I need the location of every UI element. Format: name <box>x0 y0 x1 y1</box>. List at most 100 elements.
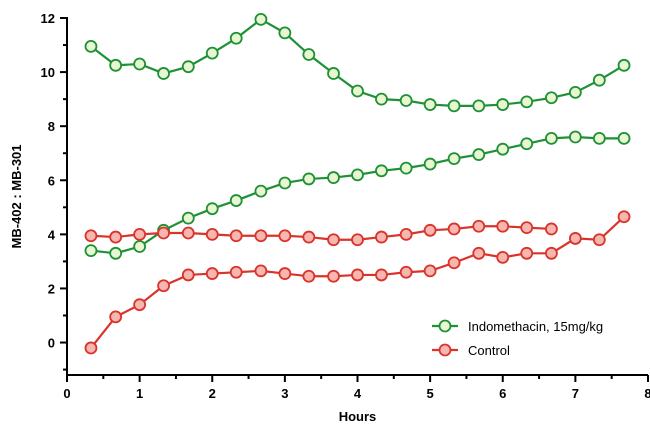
x-tick-label: 2 <box>209 386 216 401</box>
legend-marker <box>438 343 452 357</box>
data-point <box>520 246 534 260</box>
y-tick-label: 2 <box>48 281 55 296</box>
data-point <box>472 148 486 161</box>
data-point <box>302 269 316 283</box>
data-point <box>205 227 219 241</box>
data-point <box>278 176 292 190</box>
data-point <box>205 267 219 280</box>
data-point <box>181 211 195 225</box>
data-point <box>617 58 631 72</box>
data-point <box>229 265 243 279</box>
x-tick-label: 0 <box>63 386 70 401</box>
data-point <box>399 161 413 175</box>
data-point <box>351 168 364 182</box>
data-point <box>254 12 268 26</box>
data-point <box>592 233 606 247</box>
y-axis-title: MB-402 : MB-301 <box>9 144 24 248</box>
series-3 <box>84 210 631 355</box>
data-point <box>545 222 558 236</box>
series-layer <box>84 12 631 355</box>
data-point <box>520 95 534 109</box>
data-point <box>157 279 170 293</box>
data-point <box>472 246 486 260</box>
y-tick-label: 10 <box>41 65 55 80</box>
data-point <box>302 48 316 61</box>
data-point <box>229 229 243 243</box>
data-point <box>327 171 340 184</box>
data-point <box>496 98 510 111</box>
data-point <box>181 268 195 282</box>
data-point <box>278 229 292 243</box>
x-tick-label: 7 <box>572 386 579 401</box>
data-point <box>133 227 147 241</box>
legend: Indomethacin, 15mg/kg Control <box>432 319 603 358</box>
data-point <box>254 264 268 278</box>
data-point <box>229 194 243 207</box>
data-point <box>496 142 510 156</box>
data-point <box>84 341 98 355</box>
data-point <box>327 67 340 80</box>
data-point <box>109 246 123 260</box>
data-point <box>351 268 364 282</box>
x-tick-label: 1 <box>136 386 143 401</box>
data-point <box>568 130 582 144</box>
data-point <box>617 131 631 145</box>
data-point <box>302 230 316 244</box>
data-point <box>545 246 558 260</box>
data-point <box>351 84 364 98</box>
data-point <box>545 91 558 105</box>
data-point <box>109 58 123 72</box>
legend-label: Indomethacin, 15mg/kg <box>468 319 603 334</box>
y-tick-label: 0 <box>48 336 55 351</box>
data-point <box>472 99 486 113</box>
legend-label: Control <box>468 343 510 358</box>
data-point <box>447 152 461 166</box>
data-point <box>181 60 195 74</box>
data-point <box>375 92 388 106</box>
data-point <box>423 157 437 171</box>
data-point <box>205 46 219 60</box>
data-point <box>617 210 631 224</box>
data-point <box>254 184 268 198</box>
data-point <box>375 164 388 178</box>
data-point <box>181 226 195 240</box>
series-1 <box>84 130 631 260</box>
y-tick-label: 6 <box>48 173 55 188</box>
data-point <box>520 221 534 235</box>
data-point <box>496 219 510 233</box>
data-point <box>109 310 123 324</box>
data-point <box>568 232 582 245</box>
data-point <box>84 244 98 257</box>
y-tick-label: 4 <box>48 227 56 242</box>
data-point <box>375 230 388 244</box>
data-point <box>545 131 558 145</box>
data-point <box>375 268 388 282</box>
data-point <box>496 250 510 264</box>
y-tick-label: 12 <box>41 11 55 26</box>
data-point <box>327 233 340 247</box>
legend-marker <box>438 319 452 333</box>
data-point <box>447 99 461 113</box>
data-point <box>592 73 606 87</box>
x-tick-label: 5 <box>427 386 434 401</box>
data-point <box>133 240 147 253</box>
data-point <box>592 131 606 145</box>
data-point <box>229 31 243 45</box>
data-point <box>133 57 147 71</box>
data-point <box>254 229 268 243</box>
data-point <box>568 85 582 99</box>
data-point <box>327 269 340 283</box>
data-point <box>157 67 170 80</box>
data-point <box>84 229 98 243</box>
data-point <box>423 98 437 111</box>
data-point <box>423 223 437 237</box>
data-point <box>351 233 364 247</box>
data-point <box>472 219 486 233</box>
data-point <box>423 264 437 278</box>
y-axis-ticks: 0 2 4 6 8 10 12 <box>41 11 67 371</box>
data-point <box>302 172 316 186</box>
legend-item: Indomethacin, 15mg/kg <box>432 319 603 334</box>
x-tick-label: 8 <box>644 386 650 401</box>
y-tick-label: 8 <box>48 119 55 134</box>
